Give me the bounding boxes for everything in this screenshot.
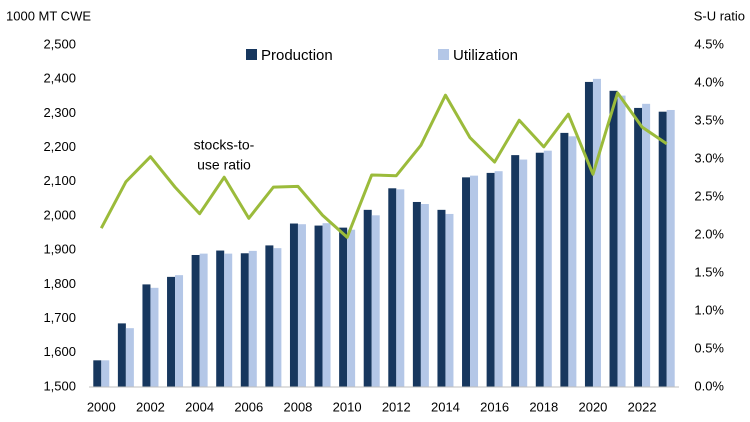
- bar: [592, 78, 601, 387]
- bar: [420, 204, 429, 387]
- bar: [412, 201, 421, 387]
- x-tick-label: 2018: [529, 399, 558, 414]
- y-tick-label: 2,100: [43, 173, 76, 188]
- bar: [642, 103, 651, 387]
- y2-tick-label: 2.5%: [694, 188, 724, 203]
- legend-swatch: [246, 49, 257, 60]
- x-tick-label: 2012: [382, 399, 411, 414]
- bar: [396, 189, 405, 387]
- y-tick-label: 1,800: [43, 276, 76, 291]
- bar: [125, 328, 134, 387]
- y-tick-label: 2,300: [43, 105, 76, 120]
- bar: [216, 250, 225, 387]
- bar: [494, 171, 503, 387]
- x-tick-label: 2010: [333, 399, 362, 414]
- y2-tick-label: 3.0%: [694, 150, 724, 165]
- y2-tick-label: 2.0%: [694, 226, 724, 241]
- x-tick-label: 2008: [283, 399, 312, 414]
- bar: [658, 111, 667, 387]
- bar: [634, 107, 643, 387]
- bar: [167, 276, 176, 387]
- y2-tick-label: 1.5%: [694, 264, 724, 279]
- y-tick-label: 2,500: [43, 36, 76, 51]
- bar: [437, 209, 446, 387]
- bar: [175, 275, 184, 387]
- ratio-line: [99, 91, 668, 239]
- y2-tick-label: 1.0%: [694, 302, 724, 317]
- bar: [93, 360, 102, 387]
- legend-text: Utilization: [453, 47, 518, 64]
- x-tick-label: 2016: [480, 399, 509, 414]
- legend-swatch: [438, 49, 449, 60]
- y2-axis-label: S-U ratio: [694, 8, 745, 23]
- bar: [363, 209, 372, 387]
- y-tick-label: 1,600: [43, 344, 76, 359]
- y2-tick-label: 3.5%: [694, 112, 724, 127]
- bar: [289, 223, 298, 387]
- bar: [314, 225, 323, 387]
- bar: [240, 253, 249, 387]
- bar: [470, 175, 479, 387]
- y2-tick-label: 4.5%: [694, 36, 724, 51]
- bar: [224, 253, 233, 387]
- bar: [265, 245, 274, 387]
- bar: [101, 360, 110, 387]
- bar: [150, 287, 159, 387]
- bar: [297, 224, 306, 387]
- bar: [339, 227, 348, 387]
- x-tick-label: 2006: [234, 399, 263, 414]
- x-tick-label: 2022: [628, 399, 657, 414]
- bar: [519, 159, 528, 387]
- y2-tick-label: 0.0%: [694, 378, 724, 393]
- x-tick-label: 2000: [87, 399, 116, 414]
- bar: [142, 284, 151, 387]
- y-tick-label: 1,500: [43, 378, 76, 393]
- bar: [273, 248, 282, 387]
- bar: [584, 81, 593, 387]
- bar: [117, 323, 126, 387]
- bar: [560, 132, 569, 387]
- bar: [617, 95, 626, 387]
- bar: [568, 136, 577, 387]
- bar: [486, 172, 495, 387]
- legend-text: Production: [261, 47, 333, 64]
- bar: [388, 188, 397, 387]
- bar: [322, 223, 331, 387]
- y-axis-label: 1000 MT CWE: [6, 8, 91, 23]
- annotation: use ratio: [197, 157, 251, 173]
- bar: [543, 150, 552, 387]
- x-tick-label: 2014: [431, 399, 460, 414]
- x-tick-label: 2004: [185, 399, 214, 414]
- bar: [462, 177, 471, 387]
- x-tick-label: 2020: [578, 399, 607, 414]
- bar: [511, 155, 520, 387]
- bar: [445, 213, 454, 387]
- y-tick-label: 2,400: [43, 71, 76, 86]
- y-tick-label: 2,000: [43, 207, 76, 222]
- y2-tick-label: 0.5%: [694, 340, 724, 355]
- bar: [666, 109, 675, 387]
- bar: [347, 229, 356, 387]
- y-tick-label: 1,900: [43, 242, 76, 257]
- bar: [248, 250, 257, 387]
- bar: [191, 254, 200, 387]
- x-tick-label: 2002: [136, 399, 165, 414]
- bar: [371, 215, 380, 387]
- y-tick-label: 1,700: [43, 310, 76, 325]
- bar: [199, 253, 208, 387]
- bar: [535, 152, 544, 387]
- annotation: stocks-to-: [194, 137, 255, 153]
- bar: [609, 90, 618, 387]
- y2-tick-label: 4.0%: [694, 74, 724, 89]
- y-tick-label: 2,200: [43, 139, 76, 154]
